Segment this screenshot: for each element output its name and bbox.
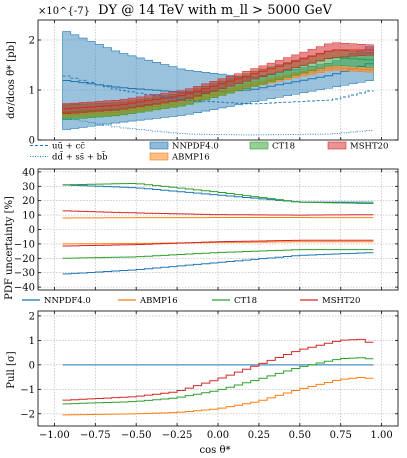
bottom-ytick-label: 0: [29, 360, 35, 371]
bottom-xtick-label: 1.00: [371, 430, 393, 441]
top-legend-swatch: [249, 141, 269, 150]
top-ytick-label: 1: [29, 86, 35, 97]
top-legend-label: ABMP16: [171, 153, 210, 163]
top-legend-label: CT18: [272, 142, 295, 152]
top-legend-label: uū + cc̄: [52, 142, 85, 152]
middle-ytick-label: 20: [22, 196, 35, 207]
middle-ytick-label: 10: [22, 211, 35, 222]
middle-lower-msht20: [62, 239, 374, 247]
scale-exponent-label: ×10^{-7}: [38, 6, 90, 17]
bottom-y-axis-label: Pull [σ]: [6, 351, 17, 388]
bottom-xtick-label: −0.75: [80, 430, 111, 441]
middle-ytick-label: 40: [22, 167, 35, 178]
top-panel: 0 1 2: [29, 19, 399, 147]
bottom-xtick-label: −0.50: [121, 430, 152, 441]
x-axis-label: cos θ*: [200, 445, 231, 456]
chart-title: DY @ 14 TeV with m_ll > 5000 GeV: [98, 3, 332, 18]
bottom-pull-ct18: [62, 357, 374, 405]
middle-legend-label: ABMP16: [139, 296, 178, 306]
bottom-xtick-label: 0.25: [248, 430, 270, 441]
top-legend-swatch: [149, 152, 169, 161]
bottom-xtick-label: −0.25: [162, 430, 193, 441]
middle-legend: NNPDF4.0 ABMP16 CT18 MSHT20: [22, 296, 360, 306]
top-y-axis-label: dσ/dcos θ* [pb]: [6, 41, 17, 119]
middle-panel: −40 −30 −20 −10 0 10 20 30 40: [14, 167, 399, 294]
top-legend: uū + cc̄ NNPDF4.0 CT18 MSHT20 dd̄ + ss̄ + bb…: [30, 142, 388, 163]
top-ytick-label: 2: [29, 36, 35, 47]
middle-ytick-label: −30: [14, 268, 35, 279]
bottom-panel: −1.00 −0.75 −0.50 −0.25 0.00 0.25 0.50 0.75 1.00…: [20, 310, 399, 441]
bottom-xtick-label: 0.75: [330, 430, 352, 441]
top-legend-label: dd̄ + ss̄ + bb̄: [52, 151, 108, 163]
bottom-ytick-label: 2: [29, 311, 35, 322]
middle-ytick-label: 0: [29, 225, 35, 236]
middle-ytick-label: −20: [14, 254, 35, 265]
top-legend-swatch: [149, 141, 169, 150]
top-dd-ss-bb-line: [62, 117, 374, 136]
bottom-xtick-label: 0.50: [289, 430, 311, 441]
middle-upper-msht20: [62, 210, 374, 216]
middle-legend-label: NNPDF4.0: [44, 296, 91, 306]
middle-ytick-label: −10: [14, 239, 35, 250]
top-band-msht20: [62, 42, 374, 115]
middle-y-axis-label: PDF uncertainty [%]: [4, 196, 15, 300]
bottom-ytick-label: −1: [20, 385, 35, 396]
top-central-msht20: [62, 49, 374, 110]
top-legend-swatch: [327, 141, 347, 150]
middle-ytick-label: −40: [14, 283, 35, 294]
top-ytick-label: 0: [29, 136, 35, 147]
middle-lower-nnpdf40: [62, 252, 374, 275]
bottom-pull-msht20: [62, 338, 374, 401]
top-legend-label: NNPDF4.0: [172, 142, 219, 152]
middle-ytick-label: 30: [22, 182, 35, 193]
middle-lower-ct18: [62, 249, 374, 259]
top-legend-label: MSHT20: [350, 142, 388, 152]
bottom-ytick-label: −2: [20, 409, 35, 420]
middle-upper-ct18: [62, 182, 374, 204]
middle-legend-label: MSHT20: [322, 296, 360, 306]
top-uu-cc-line: [62, 75, 374, 105]
bottom-xtick-label: −1.00: [39, 430, 70, 441]
middle-legend-label: CT18: [234, 296, 257, 306]
bottom-ytick-label: 1: [29, 336, 35, 347]
bottom-xtick-label: 0.00: [207, 430, 229, 441]
bottom-pull-abmp16: [62, 376, 374, 416]
